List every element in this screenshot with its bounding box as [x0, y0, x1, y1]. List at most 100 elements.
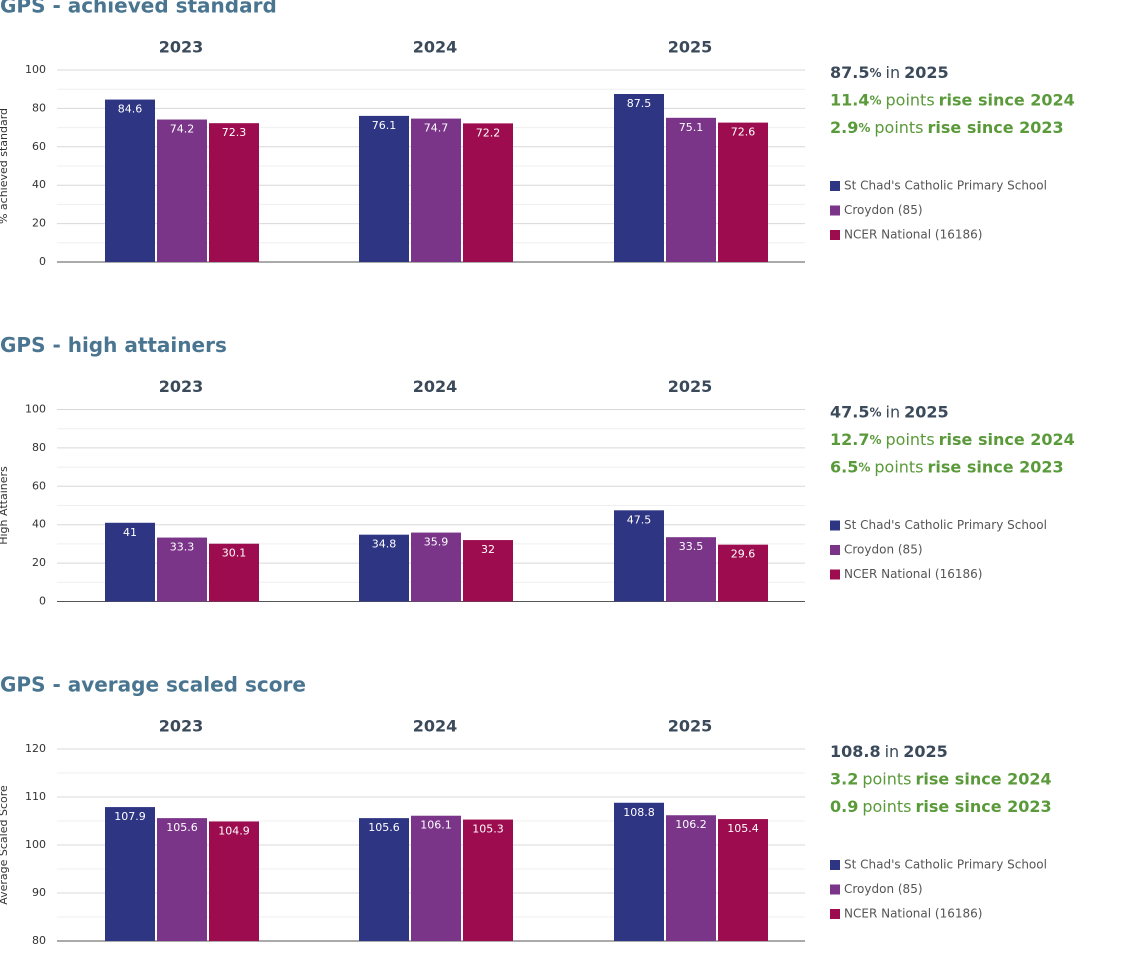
y-axis-label: % achieved standard	[0, 108, 10, 224]
summary-line: 11.4% points rise since 2024	[830, 90, 1075, 109]
legend-label: NCER National (16186)	[844, 567, 982, 581]
bar	[463, 123, 513, 262]
y-tick-label: 60	[32, 140, 46, 153]
summary-words: points	[862, 797, 911, 816]
summary-emphasis: rise since 2024	[939, 430, 1075, 449]
legend-swatch	[830, 569, 840, 580]
bar	[666, 117, 716, 262]
y-tick-label: 60	[32, 479, 46, 492]
summary-emphasis: rise since 2023	[928, 118, 1064, 137]
bar	[359, 818, 409, 941]
legend-label: Croydon (85)	[844, 543, 923, 557]
y-tick-label: 100	[25, 403, 46, 416]
summary-unit: %	[858, 121, 870, 135]
summary-words: points	[886, 430, 935, 449]
y-tick-label: 100	[25, 838, 46, 851]
bar	[463, 540, 513, 602]
summary-line: 12.7% points rise since 2024	[830, 430, 1075, 449]
summary-words: points	[886, 90, 935, 109]
summary-words: points	[874, 118, 923, 137]
summary-emphasis: rise since 2024	[915, 769, 1051, 788]
value-label: 35.9	[424, 536, 449, 549]
y-axis-label: Average Scaled Score	[0, 785, 10, 905]
y-tick-label: 110	[25, 790, 46, 803]
legend-swatch	[830, 205, 840, 216]
value-label: 72.6	[731, 126, 756, 139]
bar	[718, 544, 768, 602]
value-label: 106.2	[675, 818, 707, 831]
y-tick-label: 0	[39, 595, 46, 608]
summary-figure: 2.9	[830, 118, 858, 137]
bar	[157, 119, 207, 262]
value-label: 72.3	[222, 126, 247, 139]
summary-line: 3.2 points rise since 2024	[830, 769, 1052, 788]
bar	[666, 537, 716, 602]
bar	[209, 821, 259, 941]
legend-swatch	[830, 884, 840, 895]
summary-words: in	[885, 742, 900, 761]
y-tick-label: 40	[32, 178, 46, 191]
legend-swatch	[830, 545, 840, 555]
y-tick-label: 100	[25, 63, 46, 76]
bar	[359, 115, 409, 262]
y-tick-label: 120	[25, 742, 46, 755]
value-label: 108.8	[623, 806, 655, 819]
bar	[359, 534, 409, 602]
value-label: 34.8	[372, 538, 397, 551]
bar	[157, 537, 207, 602]
category-header: 2024	[413, 38, 458, 57]
summary-emphasis: rise since 2023	[915, 797, 1051, 816]
summary-line: 0.9 points rise since 2023	[830, 797, 1052, 816]
value-label: 106.1	[420, 819, 452, 832]
y-tick-label: 0	[39, 255, 46, 268]
y-tick-label: 40	[32, 518, 46, 531]
bar	[209, 543, 259, 602]
category-header: 2024	[413, 377, 458, 396]
value-label: 32	[481, 543, 495, 556]
bar	[157, 818, 207, 941]
value-label: 30.1	[222, 547, 247, 560]
category-header: 2025	[668, 717, 713, 736]
summary-words: in	[886, 63, 901, 82]
summary-figure: 6.5	[830, 457, 858, 476]
category-header: 2025	[668, 38, 713, 57]
category-header: 2023	[159, 377, 204, 396]
summary-unit: %	[869, 66, 881, 80]
bar	[209, 123, 259, 263]
legend-label: NCER National (16186)	[844, 907, 982, 921]
summary-emphasis: rise since 2024	[939, 90, 1075, 109]
summary-line: 2.9% points rise since 2023	[830, 118, 1064, 137]
legend-swatch	[830, 181, 840, 191]
value-label: 87.5	[627, 97, 652, 110]
bar	[614, 94, 664, 262]
summary-figure: 87.5	[830, 63, 869, 82]
value-label: 104.9	[218, 824, 250, 837]
bar	[105, 522, 155, 602]
legend-label: Croydon (85)	[844, 882, 923, 896]
summary-emphasis: 2025	[903, 742, 948, 761]
bar	[411, 532, 461, 602]
chart-title: GPS - high attainers	[0, 333, 227, 357]
value-label: 105.3	[472, 823, 504, 836]
legend-label: Croydon (85)	[844, 203, 923, 217]
legend-label: NCER National (16186)	[844, 228, 982, 242]
y-tick-label: 20	[32, 556, 46, 569]
legend-swatch	[830, 230, 840, 240]
summary-unit: %	[858, 460, 870, 474]
value-label: 74.7	[424, 122, 449, 135]
summary-emphasis: 2025	[904, 63, 949, 82]
legend-label: St Chad's Catholic Primary School	[844, 858, 1047, 872]
legend-label: St Chad's Catholic Primary School	[844, 518, 1047, 532]
value-label: 76.1	[372, 119, 397, 132]
category-header: 2024	[413, 717, 458, 736]
value-label: 72.2	[476, 126, 501, 139]
value-label: 75.1	[679, 121, 704, 134]
y-tick-label: 90	[32, 886, 46, 899]
summary-figure: 0.9	[830, 797, 858, 816]
value-label: 33.3	[170, 541, 195, 554]
summary-line: 108.8 in 2025	[830, 742, 948, 761]
y-tick-label: 80	[32, 441, 46, 454]
legend-label: St Chad's Catholic Primary School	[844, 179, 1047, 193]
legend-swatch	[830, 520, 840, 531]
